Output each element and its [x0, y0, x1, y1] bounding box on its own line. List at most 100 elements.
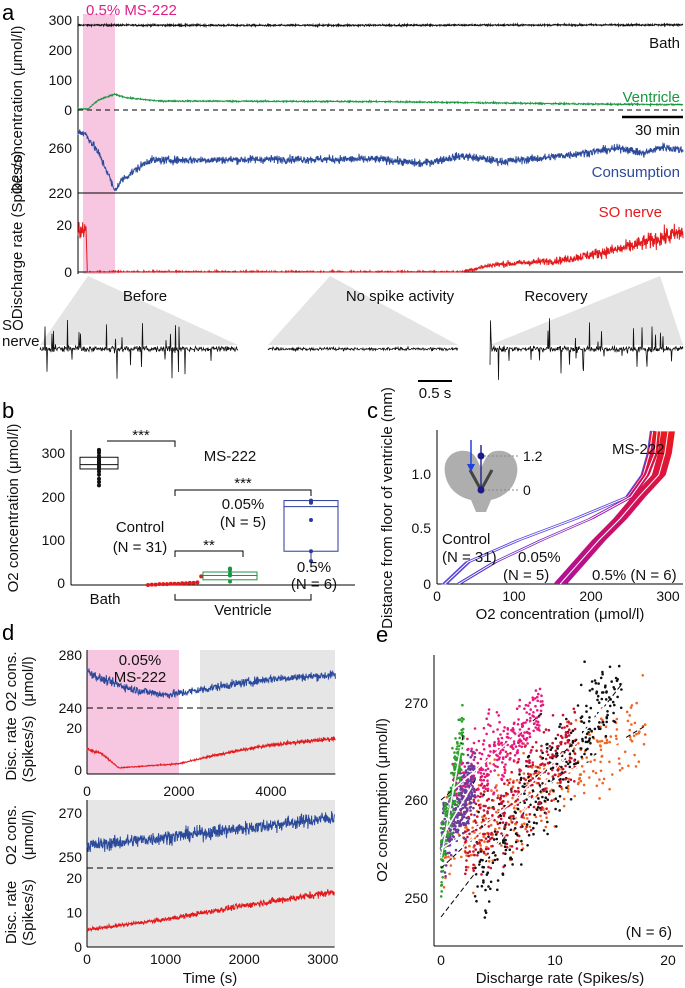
- scatter-point: [497, 808, 500, 812]
- scatter-point: [447, 855, 450, 859]
- data-point: [97, 472, 101, 477]
- scatter-point: [472, 863, 475, 867]
- scatter-point: [502, 794, 506, 798]
- scatter-point: [588, 776, 591, 779]
- scatter-point: [498, 826, 501, 830]
- scatter-point: [541, 700, 544, 703]
- scatter-point: [529, 716, 532, 720]
- scatter-point: [565, 724, 569, 728]
- scatter-point: [494, 786, 497, 789]
- scatter-point: [528, 813, 532, 816]
- scatter-point: [599, 676, 603, 680]
- scatter-point: [528, 735, 532, 738]
- scatter-point: [469, 853, 473, 857]
- scatter-point: [633, 753, 636, 757]
- y-axis-label: O2 concentration (μmol/l): [5, 424, 22, 593]
- scatter-point: [576, 761, 580, 765]
- scatter-point: [586, 747, 589, 751]
- scatter-point: [611, 700, 615, 704]
- scatter-point: [574, 718, 578, 722]
- tick-label: 20: [660, 952, 676, 968]
- scatter-point: [467, 828, 470, 832]
- scatter-point: [485, 732, 488, 736]
- scatter-point: [560, 740, 563, 744]
- scatter-point: [526, 844, 529, 847]
- scatter-point: [588, 733, 591, 737]
- scatter-point: [476, 842, 479, 845]
- scatter-point: [449, 853, 453, 857]
- significance-bracket: [174, 550, 244, 557]
- scatter-point: [561, 713, 565, 717]
- scatter-point: [518, 698, 522, 702]
- scatter-point: [455, 803, 459, 807]
- regression-line: [440, 744, 463, 859]
- scatter-point: [524, 703, 528, 707]
- scatter-point: [633, 721, 637, 725]
- scatter-point: [484, 909, 487, 912]
- scatter-point: [630, 704, 634, 707]
- scatter-point: [479, 792, 483, 795]
- scatter-point: [487, 835, 490, 838]
- scatter-point: [542, 789, 545, 793]
- scatter-point: [491, 861, 495, 865]
- tick-label: 2000: [229, 951, 260, 967]
- chart-title: MS-222: [204, 448, 257, 465]
- scatter-point: [525, 823, 529, 826]
- scatter-point: [468, 832, 471, 836]
- tick-label: 250: [59, 849, 83, 865]
- scatter-point: [450, 771, 453, 775]
- scatter-point: [462, 815, 466, 819]
- scatter-point: [449, 817, 453, 820]
- scatter-point: [495, 784, 498, 787]
- data-point: [228, 566, 232, 571]
- scatter-point: [630, 739, 634, 743]
- scatter-point: [615, 737, 618, 741]
- scatter-point: [465, 820, 469, 824]
- scatter-point: [534, 800, 538, 804]
- scatter-point: [458, 764, 461, 768]
- spike-scale-bar-label: 0.5 s: [419, 385, 452, 402]
- tick-label: 300: [42, 445, 66, 461]
- scatter-point: [508, 781, 511, 785]
- scatter-point: [559, 785, 563, 789]
- data-point: [97, 479, 101, 484]
- series-label: Consumption: [592, 164, 680, 181]
- scatter-point: [472, 806, 475, 810]
- scatter-point: [440, 845, 443, 848]
- scatter-point: [477, 799, 480, 802]
- scatter-point: [473, 752, 477, 755]
- scatter-point: [525, 711, 528, 714]
- scatter-point: [487, 860, 491, 863]
- scatter-point: [614, 676, 618, 680]
- scatter-point: [515, 751, 519, 755]
- scatter-point: [532, 772, 536, 776]
- scatter-point: [615, 717, 619, 721]
- scatter-point: [470, 813, 473, 816]
- tick-label: 0: [74, 762, 82, 778]
- scatter-point: [511, 796, 514, 800]
- scatter-point: [620, 688, 623, 691]
- scatter-point: [448, 851, 451, 855]
- trace-so-nerve: [77, 222, 684, 274]
- scatter-point: [571, 749, 575, 753]
- scatter-point: [548, 756, 552, 759]
- scatter-point: [525, 798, 528, 801]
- scatter-point: [516, 760, 520, 764]
- scatter-point: [503, 768, 507, 771]
- regression-line: [474, 705, 606, 874]
- scatter-point: [481, 815, 484, 819]
- panel-label-d: d: [2, 620, 14, 645]
- scatter-point: [469, 768, 472, 772]
- scatter-point: [466, 781, 470, 784]
- scatter-point: [475, 748, 479, 752]
- scatter-point: [585, 710, 588, 713]
- scatter-point: [614, 734, 618, 738]
- scatter-point: [519, 776, 523, 780]
- scatter-point: [568, 759, 571, 762]
- scatter-point: [538, 724, 541, 727]
- scatter-point: [453, 857, 456, 860]
- scatter-point: [458, 778, 462, 782]
- scatter-point: [444, 802, 447, 806]
- scatter-point: [594, 771, 598, 775]
- scatter-point: [477, 739, 481, 743]
